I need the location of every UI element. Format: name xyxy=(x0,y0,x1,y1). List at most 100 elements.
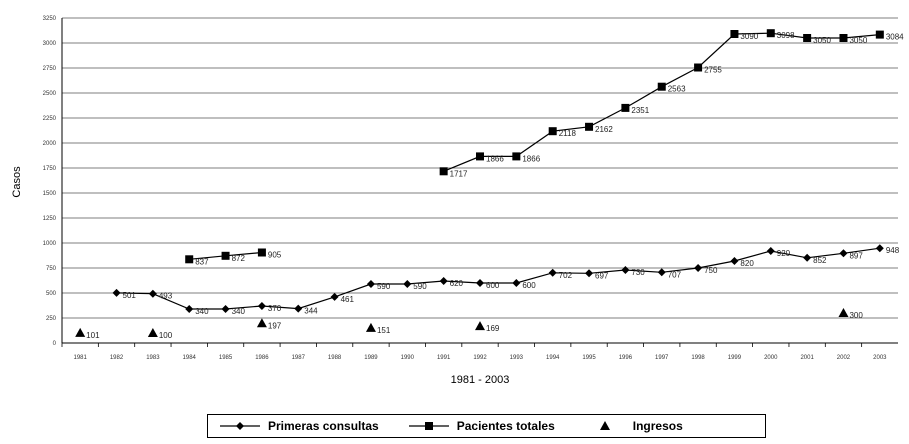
data-label: 702 xyxy=(559,271,573,280)
y-tick-label: 1250 xyxy=(43,216,57,222)
triangle-marker xyxy=(75,327,86,337)
y-tick-label: 500 xyxy=(46,291,57,297)
diamond-marker xyxy=(366,280,375,288)
square-marker xyxy=(875,30,884,39)
series-line xyxy=(116,247,880,310)
data-label: 344 xyxy=(304,307,318,316)
y-tick-label: 2500 xyxy=(43,91,57,97)
diamond-icon xyxy=(220,422,260,430)
legend: Primeras consultas Pacientes totales Ingre… xyxy=(207,414,766,438)
data-label: 3090 xyxy=(740,32,758,41)
y-tick-label: 0 xyxy=(53,341,57,347)
square-icon xyxy=(408,422,449,430)
data-label: 905 xyxy=(268,251,282,260)
square-marker xyxy=(512,152,521,161)
diamond-marker xyxy=(257,302,266,310)
triangle-marker xyxy=(365,322,376,332)
y-axis-ticks: 0 250 500 750 1000 1250 1500 1750 2000 2250 2500 27… xyxy=(43,16,57,347)
diamond-marker xyxy=(803,253,812,262)
data-label: 707 xyxy=(668,270,682,279)
data-label: 1717 xyxy=(450,169,468,178)
data-label: 340 xyxy=(195,307,209,316)
diamond-marker xyxy=(839,249,848,258)
x-tick-label: 2000 xyxy=(764,355,778,361)
diamond-marker xyxy=(766,247,775,255)
diamond-marker xyxy=(112,288,121,297)
x-axis-label: 1981 - 2003 xyxy=(451,374,510,386)
series-ingresos: 101 100 197 151 169 300 xyxy=(75,308,863,340)
x-tick-label: 1989 xyxy=(364,355,378,361)
diamond-marker xyxy=(476,279,484,287)
data-label: 2118 xyxy=(559,129,577,138)
y-tick-label: 3000 xyxy=(43,41,57,47)
diamond-marker xyxy=(221,305,230,313)
x-tick-label: 1984 xyxy=(183,355,197,361)
data-label: 3084 xyxy=(886,33,904,42)
legend-item-pacientes-totales: Pacientes totales xyxy=(407,419,555,433)
x-tick-label: 1992 xyxy=(473,355,487,361)
diamond-marker xyxy=(294,304,303,313)
x-axis-ticks: 1981 1982 1983 1984 1985 1986 1987 1988 1989 1990… xyxy=(61,343,887,361)
data-label: 920 xyxy=(777,249,791,258)
x-tick-label: 1985 xyxy=(219,355,233,361)
x-tick-label: 1997 xyxy=(655,355,669,361)
legend-item-ingresos: Ingresos xyxy=(583,419,683,433)
diamond-marker xyxy=(185,305,194,313)
data-label: 3098 xyxy=(777,31,795,40)
data-label: 620 xyxy=(450,279,464,288)
data-label: 837 xyxy=(195,257,209,266)
data-label: 872 xyxy=(232,254,246,263)
x-tick-label: 1999 xyxy=(728,355,742,361)
square-marker xyxy=(803,34,812,42)
data-label: 100 xyxy=(159,331,173,340)
x-tick-label: 1995 xyxy=(582,355,596,361)
x-tick-label: 1986 xyxy=(255,355,269,361)
data-label: 600 xyxy=(522,281,536,290)
square-marker xyxy=(839,34,848,42)
y-tick-label: 1500 xyxy=(43,191,57,197)
series-pacientes-totales: 837 872 905 1717 1866 1866 2118 2162 2351 2563 275… xyxy=(185,29,904,266)
data-label: 590 xyxy=(413,282,427,291)
gridlines xyxy=(61,17,898,344)
diamond-marker xyxy=(875,244,884,253)
square-marker xyxy=(439,167,448,176)
square-marker xyxy=(621,103,630,112)
x-tick-label: 1981 xyxy=(73,355,87,361)
data-label: 852 xyxy=(813,256,827,265)
data-label: 697 xyxy=(595,271,609,280)
data-label: 2351 xyxy=(631,106,649,115)
x-tick-label: 2001 xyxy=(800,355,814,361)
data-label: 340 xyxy=(232,307,246,316)
square-marker xyxy=(257,248,266,257)
square-marker xyxy=(730,30,739,38)
diamond-marker xyxy=(439,277,448,285)
series-primeras-consultas: 501 493 340 340 370 344 461 590 590 620 600 600 702 6… xyxy=(112,244,900,316)
legend-item-primeras-consultas: Primeras consultas xyxy=(218,419,379,433)
data-label: 300 xyxy=(849,311,863,320)
diamond-marker xyxy=(148,289,157,298)
diamond-marker xyxy=(236,422,244,430)
data-label: 493 xyxy=(159,292,173,301)
data-label: 370 xyxy=(268,304,282,313)
x-tick-label: 1998 xyxy=(691,355,705,361)
x-tick-label: 1990 xyxy=(401,355,415,361)
legend-label: Primeras consultas xyxy=(268,419,379,433)
data-label: 169 xyxy=(486,324,500,333)
chart: 0 250 500 750 1000 1250 1500 1750 2000 2250 2500 27… xyxy=(11,16,904,386)
triangle-icon xyxy=(599,421,610,430)
x-tick-label: 1988 xyxy=(328,355,342,361)
series-line xyxy=(443,32,880,172)
data-label: 2162 xyxy=(595,125,613,134)
x-tick-label: 1982 xyxy=(110,355,124,361)
diamond-marker xyxy=(330,292,339,301)
data-label: 501 xyxy=(123,291,137,300)
data-label: 2755 xyxy=(704,66,722,75)
y-axis-label: Casos xyxy=(11,166,23,198)
data-label: 1866 xyxy=(486,154,504,163)
x-tick-label: 2002 xyxy=(837,355,851,361)
diamond-marker xyxy=(403,280,412,288)
y-tick-label: 750 xyxy=(46,266,57,272)
data-label: 750 xyxy=(704,266,718,275)
y-tick-label: 2250 xyxy=(43,116,57,122)
diamond-marker xyxy=(585,269,594,278)
